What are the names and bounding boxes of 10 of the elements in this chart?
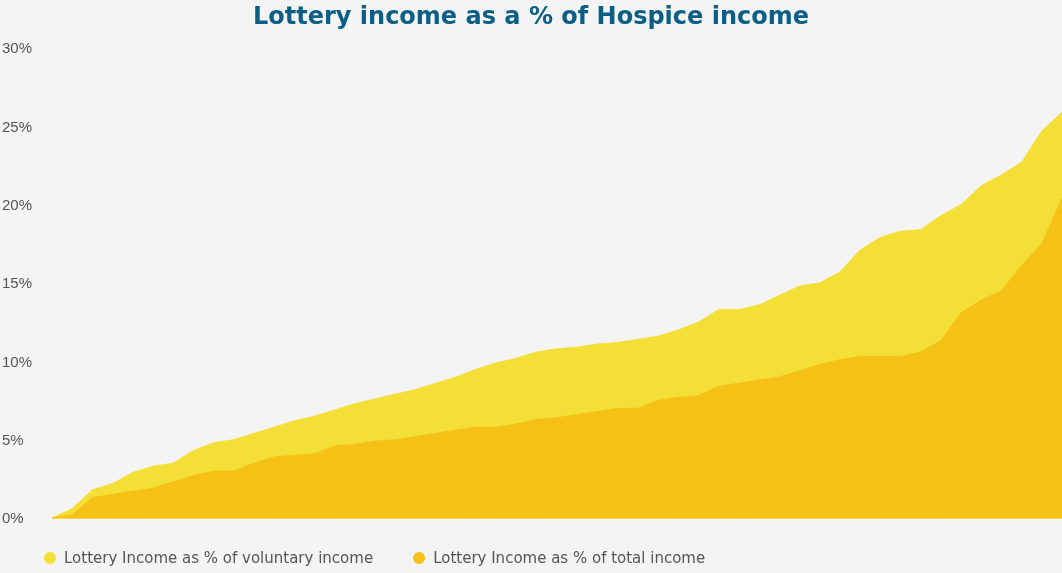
legend-label: Lottery Income as % of voluntary income	[64, 549, 374, 567]
y-tick-label: 30%	[2, 39, 33, 57]
chart-title: Lottery income as a % of Hospice income	[252, 2, 810, 30]
y-tick-label: 0%	[2, 509, 24, 527]
y-tick-label: 15%	[2, 274, 33, 292]
legend-label: Lottery Income as % of total income	[433, 549, 706, 567]
y-tick-label: 5%	[2, 430, 24, 448]
y-tick-label: 20%	[2, 195, 33, 213]
y-tick-label: 10%	[2, 352, 33, 370]
y-tick-label: 25%	[2, 117, 33, 135]
